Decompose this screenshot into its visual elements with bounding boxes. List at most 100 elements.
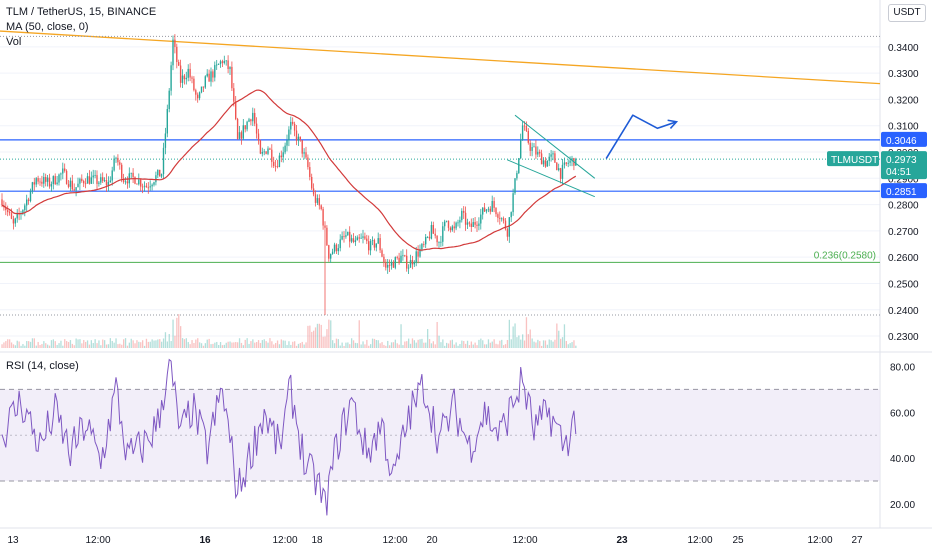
volume-bar [242,345,244,348]
candle-body [56,182,58,185]
candle-body [100,177,102,183]
volume-bar [542,340,545,348]
candle-body [208,73,210,82]
descending-trendline [0,30,881,85]
volume-bar [427,329,429,348]
candle-body [147,187,149,189]
candle-body [73,189,75,191]
volume-bar [123,339,125,348]
candle-body [259,140,262,154]
symbol-title: TLM / TetherUS, 15, BINANCE [6,6,156,18]
candle-body [54,176,56,185]
candle-body [98,182,100,184]
candle-body [140,179,142,187]
candle-body [65,170,68,185]
volume-bar [324,336,326,348]
candle-body [449,227,452,231]
volume-bar [415,342,417,348]
volume-bar [185,338,187,348]
volume-bar [105,344,108,348]
candle-body [240,132,243,139]
volume-bar [22,344,24,348]
quote-unit-badge[interactable]: USDT [888,4,926,22]
candle-body [231,66,233,89]
volume-bar [24,345,26,348]
volume-bar [62,345,64,348]
candle-body [297,136,300,141]
volume-bar [14,345,16,348]
volume-bar [35,345,37,348]
volume-bar [354,342,357,348]
volume-bar [94,339,96,348]
volume-bar [7,339,9,348]
candle-body [510,212,512,218]
volume-bar [107,344,110,348]
candle-body [464,212,467,225]
price-axis-tick-label: 0.2300 [888,332,919,343]
projection-arrow [605,114,677,160]
rsi-axis-tick-label: 40.00 [890,454,915,465]
volume-bar [400,324,402,348]
candle-body [276,166,279,168]
candle-body [356,237,358,241]
candle-body [520,140,522,159]
volume-bar [560,338,562,348]
candle-body [312,188,315,195]
candle-body [406,255,408,269]
volume-bar [299,343,301,348]
volume-bar [387,340,389,348]
time-axis-tick-label: 18 [311,535,323,546]
volume-bar [333,343,336,348]
candle-body [75,187,77,191]
volume-bar [408,338,410,348]
candle-body [544,160,547,167]
candle-body [269,148,271,150]
candle-body [151,184,153,187]
time-axis-tick-label: 12:00 [687,535,712,546]
candle-body [263,151,265,153]
candle-body [339,239,341,249]
volume-bar [358,320,360,348]
candle-body [16,213,18,219]
candle-body [254,112,256,124]
volume-bar [69,340,72,348]
volume-bar [12,344,15,348]
volume-bar [347,342,349,348]
volume-bar [413,340,415,348]
candle-body [96,175,98,184]
volume-bar [223,344,225,348]
candle-body [278,155,281,167]
candle-body [540,153,543,165]
volume-bar [39,344,41,348]
volume-bar [276,340,279,348]
price-axis-tick-label: 0.2600 [888,253,919,264]
candle-body [508,217,510,237]
price-axis-tick-label: 0.2800 [888,201,919,212]
candle-body [12,218,15,224]
volume-bar [104,340,106,348]
volume-bar [225,342,227,348]
volume-bar [335,338,338,348]
volume-bar [404,341,406,348]
candle-body [407,267,410,269]
candle-body [537,151,539,155]
candle-body [369,241,372,251]
volume-bar [451,339,453,348]
candle-body [86,176,89,184]
volume-bar [259,342,262,348]
volume-bar [64,339,66,348]
volume-bar [47,344,49,348]
volume-bar [523,340,526,348]
candle-body [238,132,241,139]
volume-bar [531,338,533,348]
volume-bar [162,338,165,348]
volume-bar [349,344,351,348]
time-axis-tick-label: 12:00 [807,535,832,546]
volume-bar [406,341,408,348]
volume-bar [90,340,92,348]
candle-body [318,198,320,206]
candle-body [559,168,562,179]
volume-bar [153,340,155,348]
volume-bar [28,341,30,348]
candle-body [244,125,246,130]
